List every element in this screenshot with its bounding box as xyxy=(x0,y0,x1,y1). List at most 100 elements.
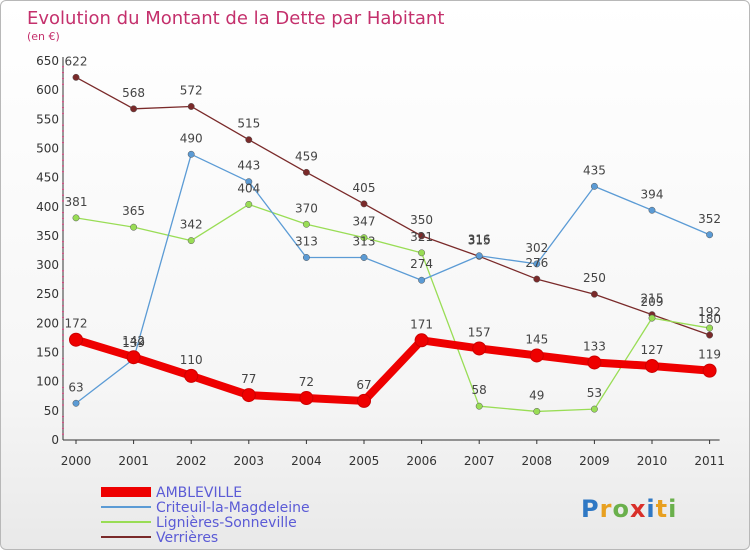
x-tick-label: 2004 xyxy=(291,454,322,468)
data-point xyxy=(418,276,426,284)
y-minor-tick xyxy=(62,182,64,185)
axes: 0 50 100 150 200 250 300 350 400 450 500 550 600 650 2… xyxy=(36,54,725,468)
data-label: 133 xyxy=(583,339,606,353)
data-point xyxy=(187,150,195,158)
x-tick-label: 2007 xyxy=(464,454,495,468)
y-minor-tick xyxy=(62,77,64,80)
data-point xyxy=(245,200,253,208)
y-tick-label: 100 xyxy=(36,375,59,389)
data-label: 568 xyxy=(122,86,145,100)
y-minor-tick xyxy=(62,392,64,395)
y-tick-label: 600 xyxy=(36,83,59,97)
data-label: 157 xyxy=(468,325,491,339)
y-minor-tick xyxy=(62,433,64,436)
legend-label: Criteuil-la-Magdeleine xyxy=(156,500,310,516)
data-point xyxy=(587,355,602,370)
legend-label: Verrières xyxy=(156,530,218,546)
data-point xyxy=(245,178,253,186)
data-label: 72 xyxy=(299,375,314,389)
y-minor-tick xyxy=(62,427,64,430)
y-minor-tick xyxy=(62,188,64,191)
data-point xyxy=(472,341,487,356)
y-minor-tick xyxy=(62,106,64,109)
data-point xyxy=(69,332,83,347)
data-point xyxy=(245,136,253,144)
data-point xyxy=(302,168,310,176)
y-minor-tick xyxy=(62,304,64,307)
data-point xyxy=(529,348,544,363)
y-tick-label: 300 xyxy=(36,258,59,272)
data-point xyxy=(302,254,310,261)
y-tick-label: 350 xyxy=(36,229,59,243)
data-point xyxy=(72,73,80,81)
data-label: 58 xyxy=(472,383,487,397)
data-label: 215 xyxy=(641,292,664,306)
y-tick-label: 150 xyxy=(36,346,59,360)
y-minor-tick xyxy=(62,95,64,97)
y-minor-tick xyxy=(62,369,64,371)
logo-letter: r xyxy=(600,495,613,523)
data-label: 180 xyxy=(698,312,721,326)
data-point xyxy=(533,407,541,415)
data-point xyxy=(706,231,714,239)
y-minor-tick xyxy=(62,287,64,290)
data-label: 572 xyxy=(180,83,203,97)
x-tick-label: 2002 xyxy=(176,454,207,468)
data-label: 350 xyxy=(410,213,433,227)
y-minor-tick xyxy=(62,135,64,138)
logo-letter: x xyxy=(630,495,646,523)
data-point xyxy=(414,333,429,348)
data-label: 321 xyxy=(410,230,433,244)
data-label: 313 xyxy=(295,234,318,248)
y-minor-tick xyxy=(62,386,64,389)
y-minor-tick xyxy=(62,316,64,319)
y-minor-tick xyxy=(62,357,64,360)
data-label: 127 xyxy=(641,343,664,357)
data-label: 370 xyxy=(295,201,318,215)
data-point xyxy=(475,402,483,410)
y-minor-tick xyxy=(62,124,64,127)
data-label: 274 xyxy=(410,257,433,271)
data-point xyxy=(72,399,80,407)
data-label: 443 xyxy=(237,159,260,173)
data-label: 347 xyxy=(353,215,376,229)
logo-letter: o xyxy=(612,495,630,523)
data-point xyxy=(126,350,141,365)
legend: AMBLEVILLECriteuil-la-MagdeleineLignière… xyxy=(101,485,310,546)
data-label: 316 xyxy=(468,233,491,247)
y-minor-tick xyxy=(62,170,64,173)
logo-letter: i xyxy=(668,495,677,523)
data-label: 139 xyxy=(122,336,145,350)
data-label: 365 xyxy=(122,204,145,218)
y-minor-tick xyxy=(62,153,64,156)
data-point xyxy=(299,391,314,406)
data-point xyxy=(706,331,714,339)
y-minor-tick xyxy=(62,299,64,301)
data-label: 302 xyxy=(525,241,548,255)
data-label: 171 xyxy=(410,317,433,331)
data-point xyxy=(475,252,483,260)
data-point xyxy=(72,214,80,222)
data-label: 192 xyxy=(698,305,721,319)
data-point xyxy=(184,368,199,383)
x-tick-label: 2005 xyxy=(349,454,380,468)
y-minor-tick xyxy=(62,275,64,278)
y-minor-tick xyxy=(62,258,64,261)
data-point xyxy=(241,388,256,403)
y-minor-tick xyxy=(62,141,64,144)
data-point xyxy=(130,223,138,231)
data-point xyxy=(648,206,656,214)
x-tick-label: 2001 xyxy=(118,454,149,468)
y-minor-tick xyxy=(62,270,64,272)
y-tick-label: 250 xyxy=(36,287,59,301)
y-tick-label: 650 xyxy=(36,54,59,68)
y-minor-tick xyxy=(62,345,64,348)
x-tick-label: 2000 xyxy=(61,454,92,468)
series-line xyxy=(72,335,714,405)
x-tick-label: 2006 xyxy=(406,454,437,468)
data-label: 49 xyxy=(529,388,544,402)
y-minor-tick xyxy=(62,100,64,103)
x-tick-label: 2011 xyxy=(694,454,725,468)
y-minor-tick xyxy=(62,71,64,74)
